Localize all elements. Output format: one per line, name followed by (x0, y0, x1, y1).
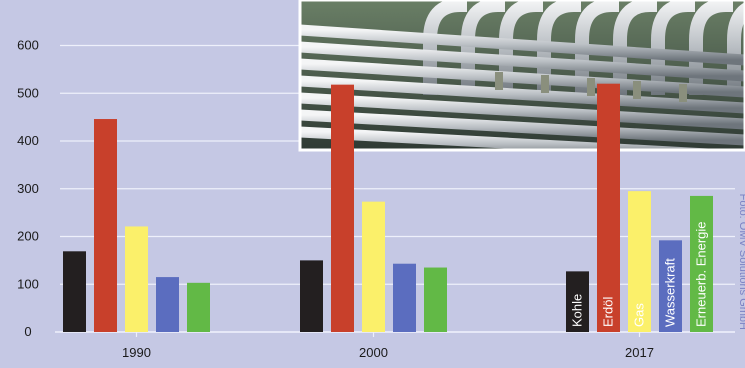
photo-frame (298, 0, 745, 152)
pipe-loop (537, 0, 581, 95)
photo-credit: Foto: OMV Solutions GmbH (737, 194, 745, 330)
bar-2000-2 (362, 201, 385, 332)
valve (587, 78, 595, 96)
bar-2017-4 (690, 195, 713, 332)
valve (541, 75, 549, 93)
bar-1990-1 (94, 119, 117, 332)
x-tick-label: 2000 (359, 345, 388, 360)
y-tick-label: 300 (17, 181, 39, 196)
pipe-loop (651, 0, 695, 95)
pipe-loop (613, 0, 657, 95)
y-tick-label: 100 (17, 276, 39, 291)
valve (633, 81, 641, 99)
pipe-loop (689, 0, 733, 95)
bar-2017-3 (659, 240, 682, 332)
bar-2017-1 (597, 83, 620, 332)
bar-1990-3 (156, 277, 179, 332)
series-label: Erdöl (601, 297, 616, 327)
valve (495, 72, 503, 90)
bar-2000-1 (331, 84, 354, 332)
pipe (300, 109, 745, 146)
series-label: Erneuerb. Energie (694, 221, 709, 327)
bar-2017-2 (628, 191, 651, 332)
valve (679, 84, 687, 102)
pipe (300, 92, 745, 130)
pipe-loop (575, 0, 619, 95)
bar-1990-0 (63, 251, 86, 332)
pipe (300, 75, 745, 114)
y-tick-label: 400 (17, 133, 39, 148)
series-label: Gas (632, 303, 647, 327)
pipeline-photo (298, 0, 745, 152)
bar-2000-4 (424, 267, 447, 332)
pipe (300, 126, 736, 150)
y-tick-label: 500 (17, 85, 39, 100)
pipe (300, 58, 745, 98)
series-label: Kohle (570, 294, 585, 327)
pipe-loop (727, 2, 745, 95)
pipe (300, 41, 745, 82)
x-tick-label: 2017 (625, 345, 654, 360)
y-tick-label: 0 (24, 324, 31, 339)
series-label: Wasserkraft (663, 258, 678, 327)
y-tick-label: 200 (17, 229, 39, 244)
bar-2017-0 (566, 271, 589, 332)
y-tick-label: 600 (17, 38, 39, 53)
bar-1990-4 (187, 282, 210, 332)
bar-1990-2 (125, 226, 148, 332)
bar-2000-3 (393, 263, 416, 332)
pipe (300, 24, 745, 66)
bar-2000-0 (300, 260, 323, 332)
x-tick-label: 1990 (122, 345, 151, 360)
